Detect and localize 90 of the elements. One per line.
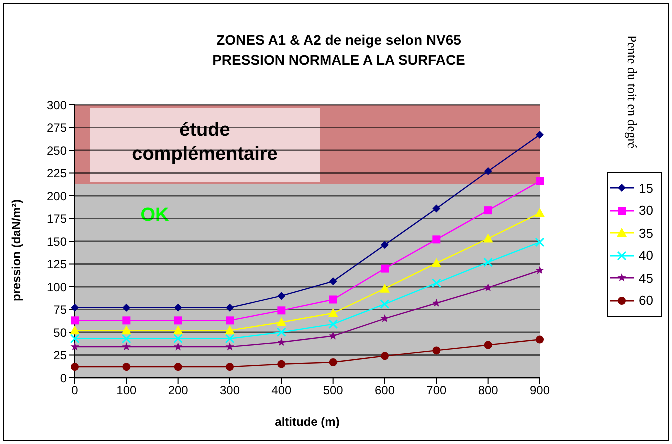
- point: [535, 238, 545, 248]
- point: [278, 360, 286, 368]
- point: [536, 177, 544, 186]
- y-tick-label: 225: [46, 166, 68, 181]
- y-tick-label: 275: [46, 121, 68, 136]
- point: [535, 208, 545, 218]
- chart-title: ZONES A1 & A2 de neige selon NV65: [216, 31, 462, 50]
- y-tick-label: 25: [54, 348, 68, 363]
- point: [226, 363, 234, 372]
- point: [432, 346, 441, 355]
- x-axis-title: altitude (m): [275, 415, 340, 429]
- point: [70, 342, 80, 351]
- y-tick-label: 175: [46, 212, 68, 226]
- point: [226, 342, 234, 351]
- point: [380, 284, 390, 293]
- point: [276, 328, 286, 338]
- point: [225, 326, 235, 335]
- point: [329, 296, 338, 304]
- x-tick-label: 0: [72, 384, 79, 398]
- point: [174, 304, 182, 312]
- point: [122, 326, 132, 335]
- point: [381, 241, 389, 250]
- x-tick-label: 300: [220, 384, 240, 398]
- point: [536, 131, 544, 140]
- point: [276, 317, 287, 326]
- y-tick-label: 200: [46, 189, 68, 204]
- point: [536, 266, 544, 274]
- x-tick-label: 700: [426, 384, 447, 398]
- point: [432, 278, 442, 288]
- y-tick-label: 75: [54, 303, 68, 318]
- y-tick-label: 0: [60, 371, 68, 386]
- point: [226, 304, 234, 312]
- point: [122, 304, 131, 312]
- point: [484, 258, 494, 268]
- point: [174, 363, 182, 372]
- point: [174, 316, 182, 325]
- point: [173, 326, 184, 335]
- point: [380, 314, 390, 322]
- point: [71, 363, 79, 372]
- y-tick-label: 100: [46, 280, 68, 294]
- y-tick-label: 300: [46, 98, 68, 112]
- y-axis-title: pression (daN/m²): [9, 199, 24, 302]
- legend-label: 60: [639, 293, 654, 308]
- point: [174, 342, 183, 351]
- point: [278, 292, 286, 300]
- point: [278, 306, 286, 315]
- x-tick-label: 400: [272, 384, 292, 398]
- point: [381, 352, 389, 360]
- point: [328, 320, 338, 330]
- point: [328, 308, 338, 318]
- point: [483, 234, 494, 243]
- point: [122, 363, 131, 372]
- point: [71, 304, 79, 312]
- point: [432, 204, 441, 213]
- legend-title: Pente du toit en degré: [624, 35, 640, 149]
- point: [432, 258, 442, 268]
- point: [536, 336, 544, 344]
- point: [432, 236, 441, 244]
- x-tick-label: 800: [478, 384, 499, 398]
- x-tick-label: 200: [168, 384, 189, 398]
- point: [226, 316, 234, 325]
- point: [329, 358, 338, 367]
- legend-label: 35: [639, 226, 654, 241]
- point: [484, 341, 492, 350]
- legend-label: 45: [639, 270, 654, 286]
- point: [381, 264, 389, 273]
- legend-label: 40: [639, 248, 654, 264]
- point: [122, 316, 131, 325]
- point: [122, 334, 132, 344]
- point: [432, 298, 441, 308]
- point: [484, 206, 492, 215]
- x-tick-label: 100: [116, 384, 137, 398]
- point: [225, 334, 235, 344]
- legend-label: 15: [639, 180, 654, 196]
- legend-label: 30: [639, 203, 654, 218]
- y-tick-label: 150: [46, 234, 68, 249]
- point: [71, 316, 79, 325]
- y-tick-label: 50: [54, 326, 68, 340]
- x-tick-label: 900: [530, 384, 550, 398]
- point: [329, 278, 338, 286]
- x-tick-label: 500: [323, 384, 344, 398]
- point: [277, 338, 286, 346]
- y-tick-label: 125: [46, 258, 68, 272]
- x-tick-label: 600: [374, 384, 396, 398]
- point: [174, 334, 184, 344]
- y-tick-label: 250: [46, 144, 68, 158]
- point: [484, 167, 492, 176]
- point: [122, 342, 131, 351]
- point: [380, 300, 390, 310]
- chart-subtitle: PRESSION NORMALE A LA SURFACE: [212, 51, 466, 70]
